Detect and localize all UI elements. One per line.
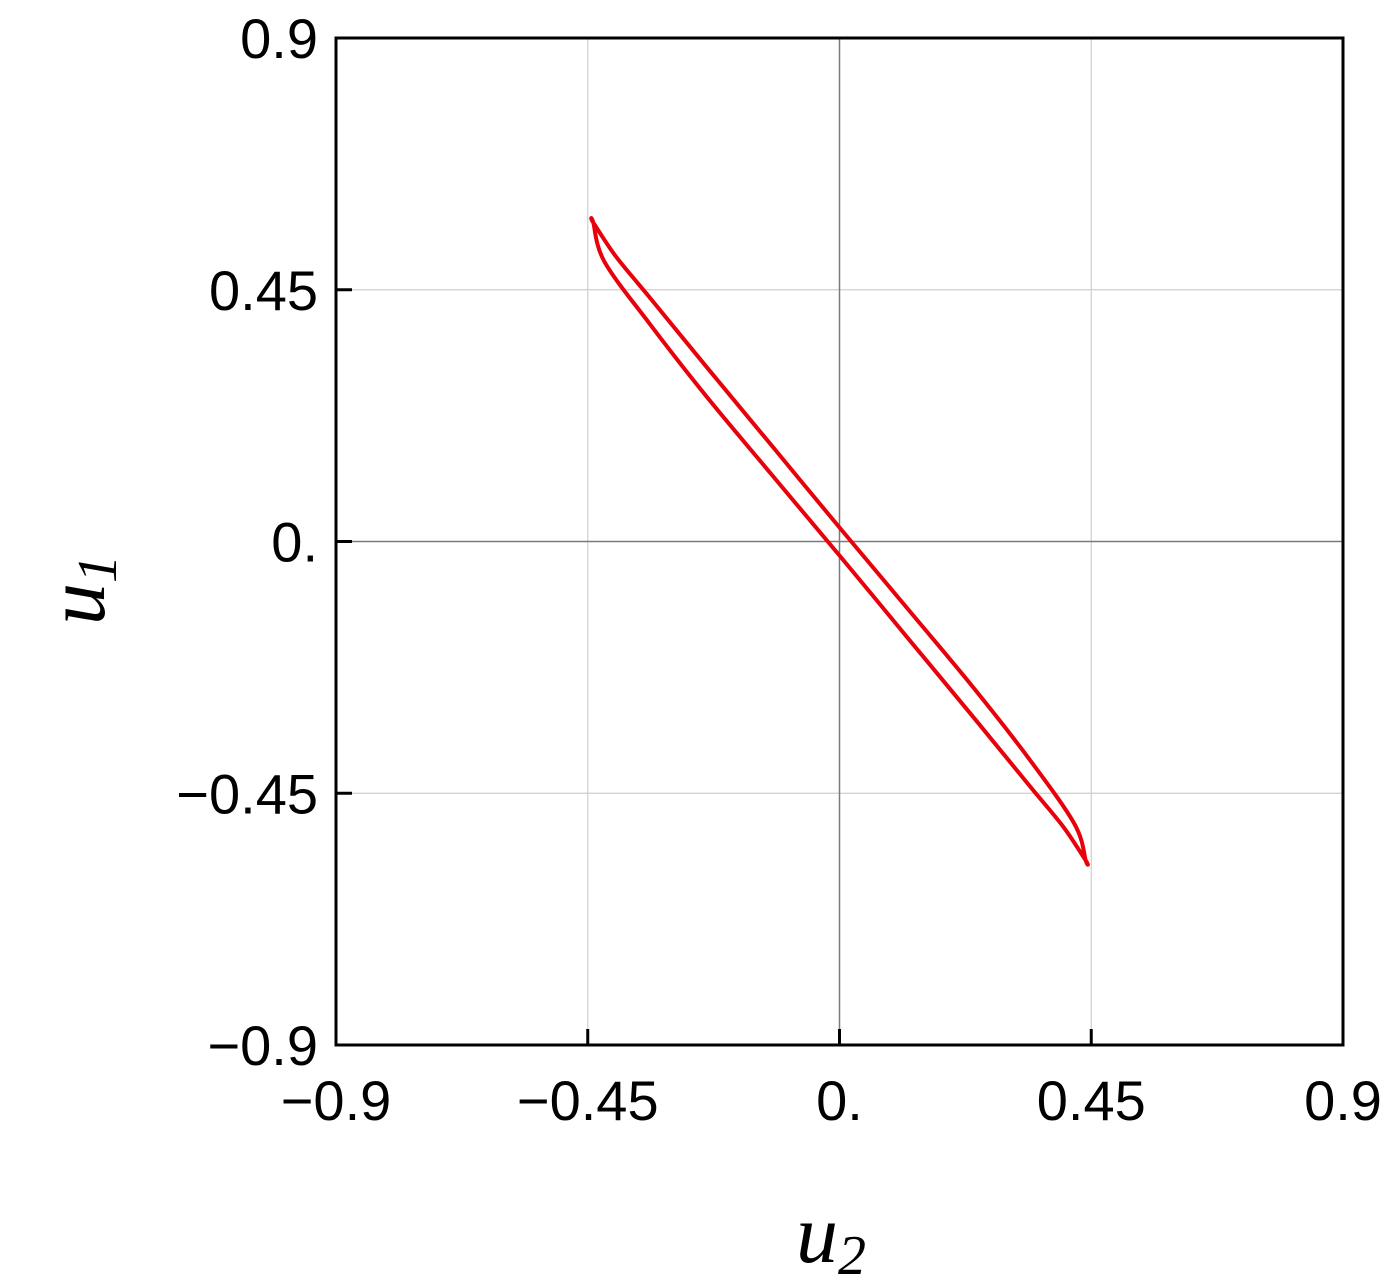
y-tick-label: −0.9 xyxy=(207,1014,318,1077)
y-tick-label: 0.45 xyxy=(209,259,318,322)
y-tick-labels: −0.9 −0.45 0. 0.45 0.9 xyxy=(176,7,318,1077)
y-axis-label-subscript: 1 xyxy=(67,555,129,583)
x-axis-label-subscript: 2 xyxy=(838,1225,866,1281)
x-tick-labels: −0.9 −0.45 0. 0.45 0.9 xyxy=(281,1069,1382,1132)
y-axis-label-main: u xyxy=(30,583,123,625)
x-tick-label: 0. xyxy=(816,1069,863,1132)
x-tick-label: −0.45 xyxy=(517,1069,659,1132)
x-axis-label: u2 xyxy=(796,1188,866,1281)
series-layer xyxy=(589,216,1090,867)
x-tick-label: 0.9 xyxy=(1304,1069,1382,1132)
y-tick-label: 0.9 xyxy=(240,7,318,70)
y-axis-label: u1 xyxy=(30,555,129,625)
x-tick-label: 0.45 xyxy=(1037,1069,1146,1132)
x-tick-label: −0.9 xyxy=(281,1069,392,1132)
series-ellipse-line xyxy=(589,216,1090,867)
zero-axis-lines xyxy=(336,38,1343,1045)
y-tick-label: 0. xyxy=(271,511,318,574)
y-tick-label: −0.45 xyxy=(176,762,318,825)
x-axis-label-main: u xyxy=(796,1188,838,1281)
tick-marks xyxy=(334,36,1345,1047)
